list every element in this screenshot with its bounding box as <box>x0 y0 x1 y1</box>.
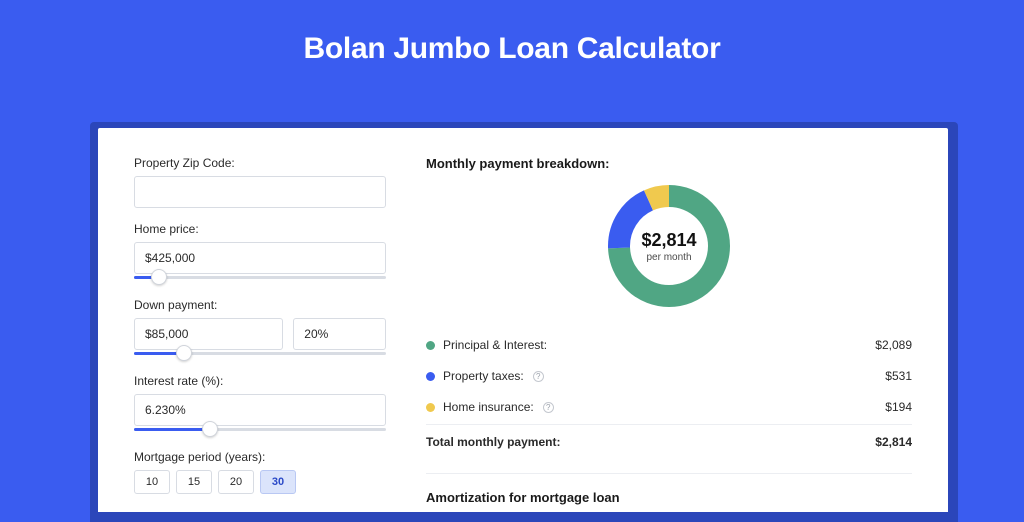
legend-row: Property taxes:? $531 <box>426 360 912 391</box>
mortgage-period-label: Mortgage period (years): <box>134 450 386 464</box>
breakdown-column: Monthly payment breakdown: $2,814 per mo… <box>426 156 912 512</box>
zip-label: Property Zip Code: <box>134 156 386 170</box>
slider-fill <box>134 428 210 431</box>
breakdown-title: Monthly payment breakdown: <box>426 156 912 171</box>
slider-track <box>134 276 386 279</box>
interest-rate-slider[interactable] <box>134 424 386 436</box>
down-payment-field: Down payment: <box>134 298 386 360</box>
legend-amount: $531 <box>885 369 912 383</box>
legend-label: Property taxes: <box>443 369 524 383</box>
donut-value: $2,814 <box>641 230 696 251</box>
slider-thumb[interactable] <box>202 421 218 437</box>
amortization-title: Amortization for mortgage loan <box>426 490 912 505</box>
total-amount: $2,814 <box>875 435 912 449</box>
mortgage-period-options: 10152030 <box>134 470 386 494</box>
home-price-label: Home price: <box>134 222 386 236</box>
legend-dot <box>426 403 435 412</box>
legend-label: Principal & Interest: <box>443 338 547 352</box>
period-option-30[interactable]: 30 <box>260 470 296 494</box>
down-payment-percent-input[interactable] <box>293 318 386 350</box>
home-price-slider[interactable] <box>134 272 386 284</box>
legend-total-row: Total monthly payment: $2,814 <box>426 424 912 457</box>
payment-donut-chart: $2,814 per month <box>604 181 734 311</box>
slider-thumb[interactable] <box>151 269 167 285</box>
page-title: Bolan Jumbo Loan Calculator <box>0 0 1024 90</box>
legend-dot <box>426 341 435 350</box>
legend-amount: $2,089 <box>875 338 912 352</box>
amortization-section: Amortization for mortgage loan Amortizat… <box>426 473 912 512</box>
donut-wrap: $2,814 per month <box>426 181 912 311</box>
home-price-field: Home price: <box>134 222 386 284</box>
legend-row: Principal & Interest: $2,089 <box>426 329 912 360</box>
slider-thumb[interactable] <box>176 345 192 361</box>
calculator-card: Property Zip Code: Home price: Down paym… <box>98 128 948 512</box>
legend-row: Home insurance:? $194 <box>426 391 912 422</box>
zip-field: Property Zip Code: <box>134 156 386 208</box>
home-price-input[interactable] <box>134 242 386 274</box>
period-option-15[interactable]: 15 <box>176 470 212 494</box>
mortgage-period-field: Mortgage period (years): 10152030 <box>134 450 386 494</box>
period-option-10[interactable]: 10 <box>134 470 170 494</box>
interest-rate-label: Interest rate (%): <box>134 374 386 388</box>
legend-label: Home insurance: <box>443 400 534 414</box>
down-payment-slider[interactable] <box>134 348 386 360</box>
down-payment-amount-input[interactable] <box>134 318 283 350</box>
legend-dot <box>426 372 435 381</box>
interest-rate-input[interactable] <box>134 394 386 426</box>
donut-center: $2,814 per month <box>604 181 734 311</box>
donut-sub: per month <box>646 252 691 263</box>
info-icon[interactable]: ? <box>533 371 544 382</box>
zip-input[interactable] <box>134 176 386 208</box>
legend-amount: $194 <box>885 400 912 414</box>
period-option-20[interactable]: 20 <box>218 470 254 494</box>
total-label: Total monthly payment: <box>426 435 560 449</box>
down-payment-label: Down payment: <box>134 298 386 312</box>
info-icon[interactable]: ? <box>543 402 554 413</box>
legend: Principal & Interest: $2,089 Property taxe… <box>426 329 912 422</box>
interest-rate-field: Interest rate (%): <box>134 374 386 436</box>
form-column: Property Zip Code: Home price: Down paym… <box>134 156 386 512</box>
